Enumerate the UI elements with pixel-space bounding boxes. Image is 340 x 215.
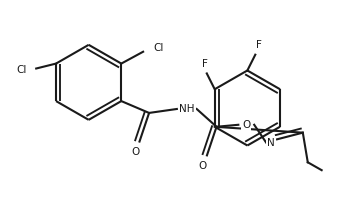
Text: F: F [256,40,262,50]
Text: O: O [199,161,207,171]
Text: F: F [202,58,208,69]
Text: N: N [267,138,275,147]
Text: O: O [242,120,250,130]
Text: Cl: Cl [16,66,26,75]
Text: O: O [131,147,139,157]
Text: Cl: Cl [153,43,164,53]
Text: NH: NH [179,104,194,114]
